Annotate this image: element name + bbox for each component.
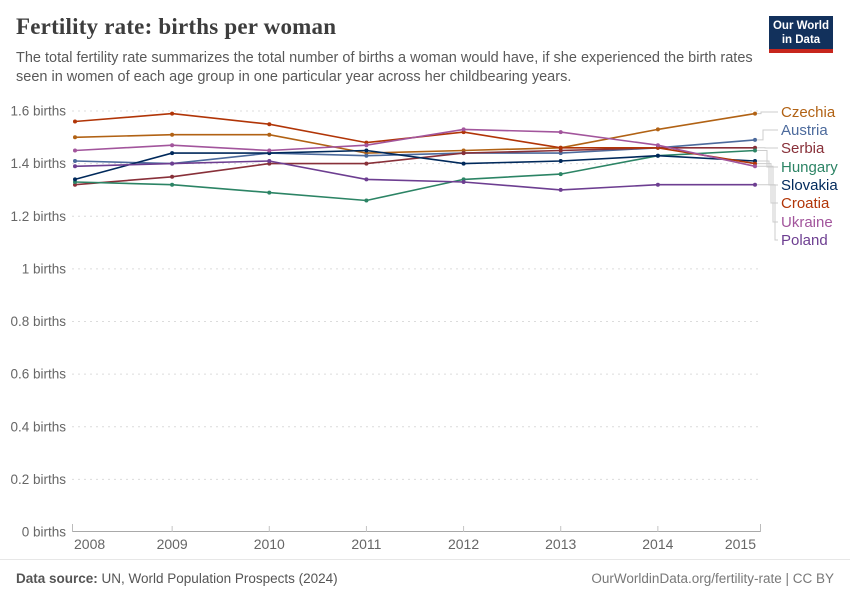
y-tick-label: 1 births <box>22 261 67 276</box>
data-point-hungary[interactable] <box>267 190 272 195</box>
data-point-poland[interactable] <box>753 182 757 187</box>
data-source-label: Data source: <box>16 571 98 586</box>
owid-logo[interactable]: Our World in Data <box>769 16 833 53</box>
data-point-hungary[interactable] <box>170 182 175 187</box>
data-point-ukraine[interactable] <box>267 148 272 153</box>
data-point-slovakia[interactable] <box>655 153 660 158</box>
data-source-value: UN, World Population Prospects (2024) <box>97 571 338 586</box>
data-point-ukraine[interactable] <box>73 148 77 153</box>
data-point-czechia[interactable] <box>170 132 175 137</box>
data-point-serbia[interactable] <box>364 161 369 166</box>
legend-label-hungary[interactable]: Hungary <box>781 159 838 176</box>
chart-subtitle: The total fertility rate summarizes the … <box>16 50 753 85</box>
data-point-slovakia[interactable] <box>170 151 175 156</box>
legend-connector <box>757 129 778 141</box>
data-point-hungary[interactable] <box>558 172 563 177</box>
legend-connector <box>757 111 778 115</box>
series-line-slovakia[interactable] <box>74 149 756 181</box>
legend-label-ukraine[interactable]: Ukraine <box>781 214 833 231</box>
y-tick-label: 1.6 births <box>10 104 66 119</box>
data-point-austria[interactable] <box>753 137 757 142</box>
data-point-poland[interactable] <box>170 161 175 166</box>
x-tick-label: 2008 <box>74 536 105 552</box>
owid-logo-line1: Our World <box>772 20 829 32</box>
owid-logo-line2: in Data <box>781 34 821 46</box>
data-point-ukraine[interactable] <box>655 143 660 148</box>
y-tick-label: 0.8 births <box>10 314 66 329</box>
y-tick-label: 0.2 births <box>10 472 66 487</box>
data-point-czechia[interactable] <box>73 135 77 140</box>
data-point-czechia[interactable] <box>753 111 757 116</box>
x-tick-label: 2011 <box>351 536 381 552</box>
data-point-ukraine[interactable] <box>558 130 563 135</box>
x-tick-label: 2012 <box>448 536 479 552</box>
data-point-hungary[interactable] <box>753 148 757 153</box>
legend-label-serbia[interactable]: Serbia <box>781 140 825 157</box>
legend-label-croatia[interactable]: Croatia <box>781 195 830 212</box>
data-point-poland[interactable] <box>364 177 369 182</box>
data-point-hungary[interactable] <box>364 198 369 203</box>
legend-label-poland[interactable]: Poland <box>781 232 828 249</box>
data-point-croatia[interactable] <box>73 119 77 124</box>
data-source-text: Data source: UN, World Population Prospe… <box>16 571 338 600</box>
data-point-ukraine[interactable] <box>364 143 369 148</box>
data-point-croatia[interactable] <box>267 122 272 127</box>
legend-connector <box>757 184 778 241</box>
license-link[interactable]: OurWorldinData.org/fertility-rate | CC B… <box>591 571 834 586</box>
y-tick-label: 1.2 births <box>10 209 66 224</box>
data-point-poland[interactable] <box>73 164 77 169</box>
data-point-slovakia[interactable] <box>73 177 77 182</box>
y-tick-label: 0 births <box>22 525 67 540</box>
series-line-czechia[interactable] <box>74 112 756 154</box>
x-tick-label: 2014 <box>642 536 673 552</box>
legend-label-czechia[interactable]: Czechia <box>781 104 836 121</box>
data-point-slovakia[interactable] <box>558 159 563 163</box>
data-point-czechia[interactable] <box>655 127 660 132</box>
data-point-ukraine[interactable] <box>170 143 175 148</box>
data-point-poland[interactable] <box>461 180 466 184</box>
data-point-slovakia[interactable] <box>461 161 466 166</box>
data-point-slovakia[interactable] <box>364 148 369 153</box>
data-point-serbia[interactable] <box>170 174 175 179</box>
chart-header: Fertility rate: births per woman The tot… <box>16 14 756 87</box>
chart-footer: Data source: UN, World Population Prospe… <box>0 559 850 600</box>
legend-label-slovakia[interactable]: Slovakia <box>781 177 838 194</box>
data-point-croatia[interactable] <box>558 145 563 150</box>
data-point-czechia[interactable] <box>267 132 272 137</box>
page-title: Fertility rate: births per woman <box>16 14 337 39</box>
x-tick-label: 2013 <box>545 536 576 552</box>
legend-label-austria[interactable]: Austria <box>781 122 828 139</box>
y-tick-label: 0.4 births <box>10 419 66 434</box>
x-tick-label: 2010 <box>254 536 285 552</box>
x-tick-label: 2009 <box>157 536 188 552</box>
data-point-ukraine[interactable] <box>753 164 757 169</box>
legend-connector <box>757 150 778 168</box>
y-tick-label: 0.6 births <box>10 367 66 382</box>
data-point-austria[interactable] <box>73 159 77 163</box>
data-point-poland[interactable] <box>558 187 563 192</box>
series-line-hungary[interactable] <box>74 149 756 202</box>
data-point-serbia[interactable] <box>461 151 466 156</box>
y-tick-label: 1.4 births <box>10 156 66 171</box>
data-point-ukraine[interactable] <box>461 127 466 132</box>
x-tick-label: 2015 <box>725 536 756 552</box>
data-point-poland[interactable] <box>267 159 272 163</box>
series-line-ukraine[interactable] <box>74 128 756 168</box>
data-point-poland[interactable] <box>655 182 660 187</box>
series-line-poland[interactable] <box>74 160 755 191</box>
data-point-croatia[interactable] <box>170 111 175 116</box>
data-point-austria[interactable] <box>364 153 369 158</box>
